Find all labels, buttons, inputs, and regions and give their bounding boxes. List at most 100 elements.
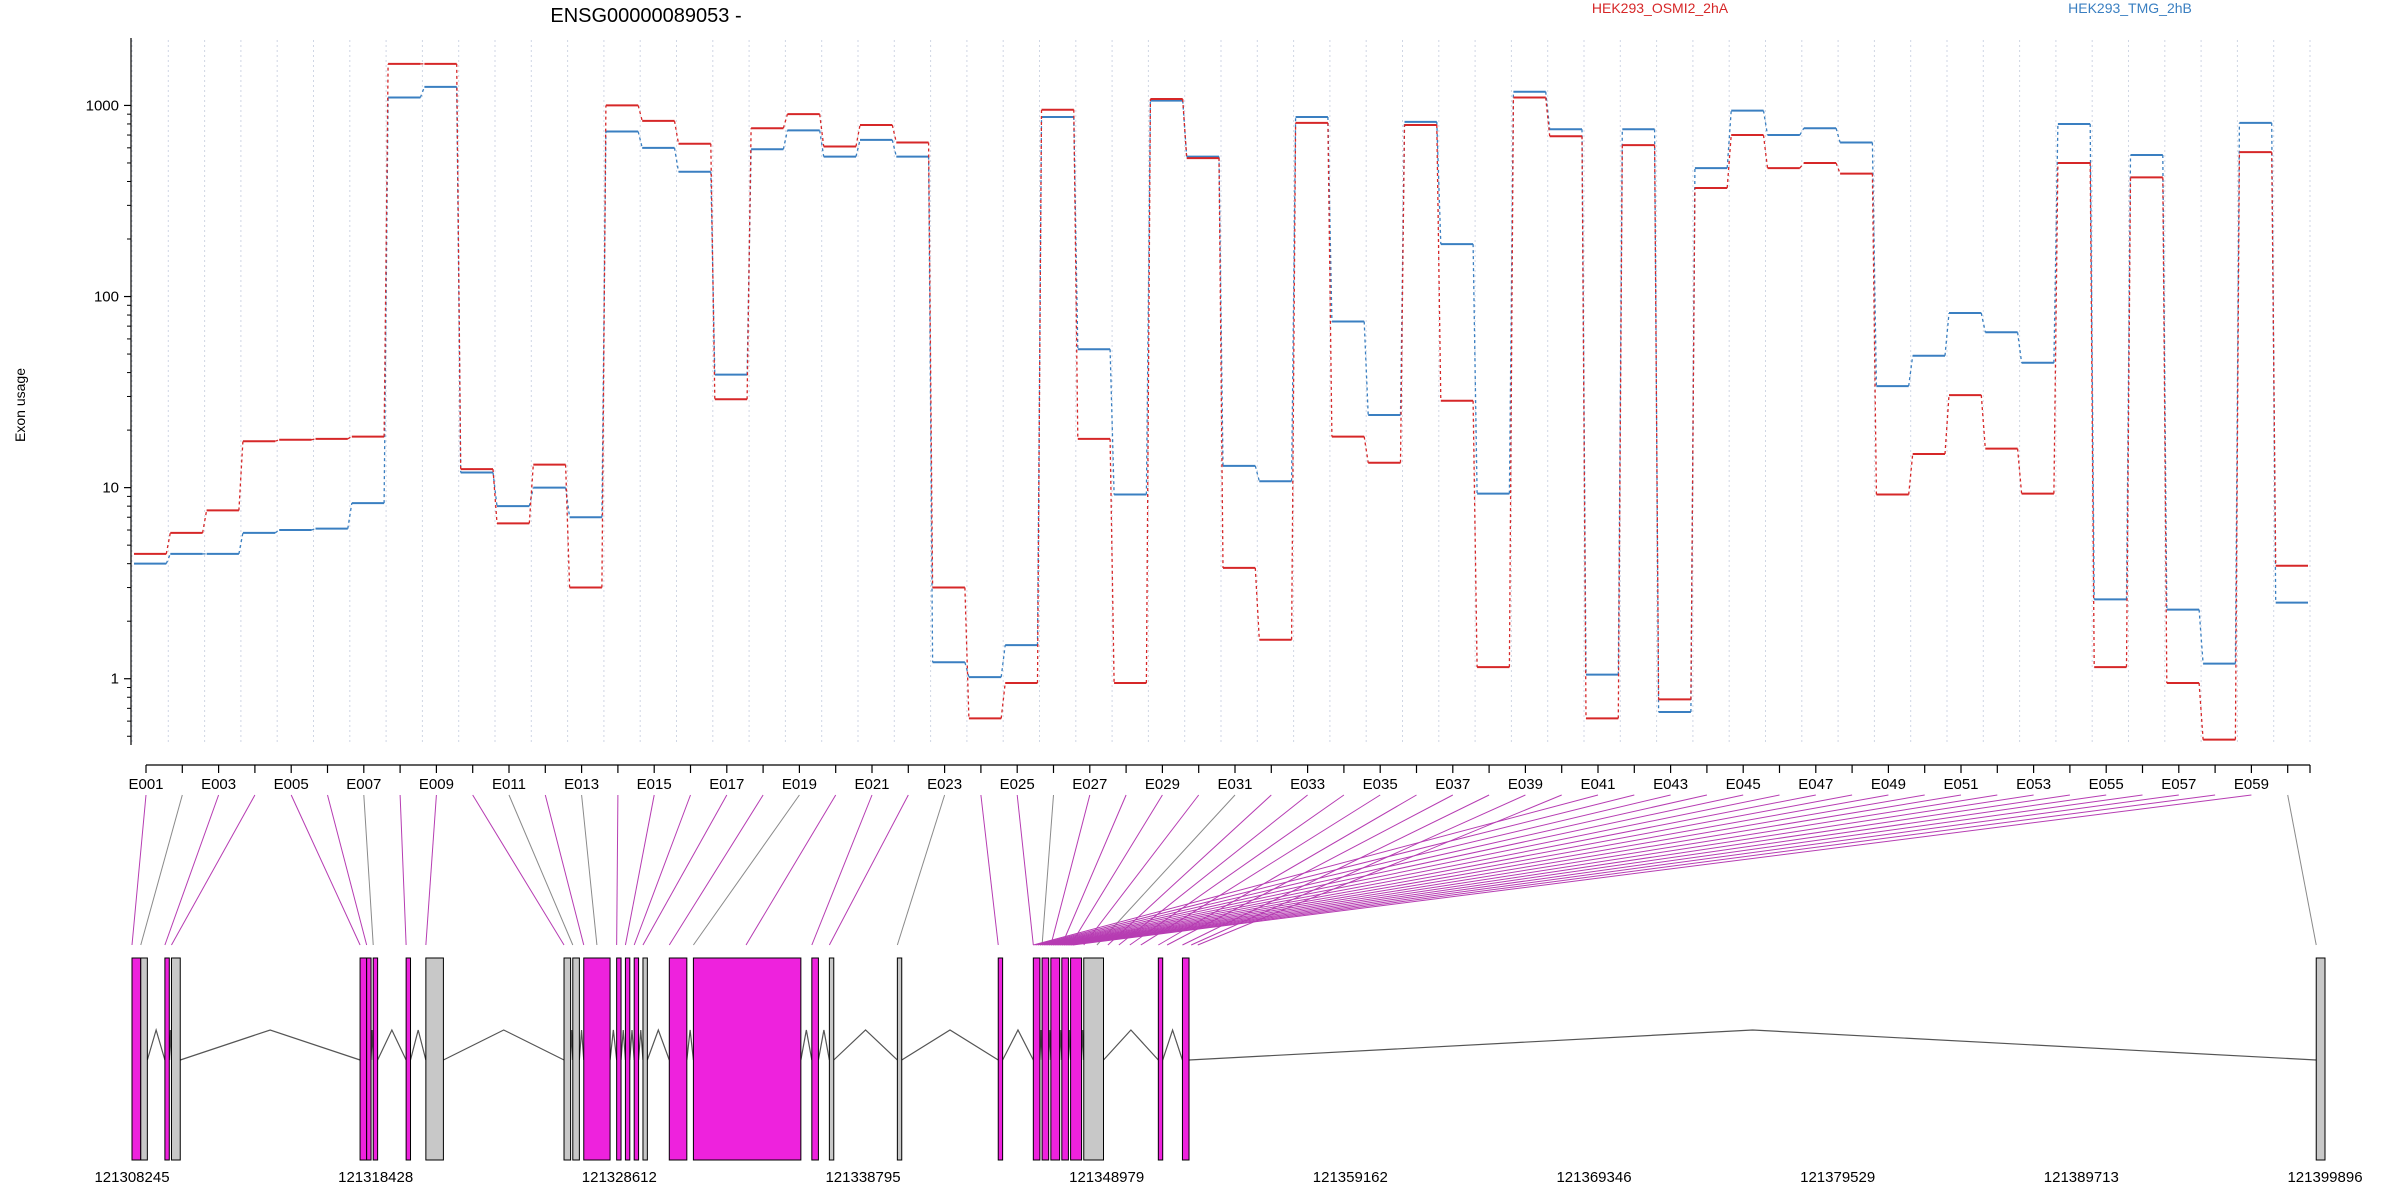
exon-block <box>359 957 368 1161</box>
intron <box>1002 1028 1034 1061</box>
data-connector <box>891 124 897 143</box>
connector-line <box>633 794 691 946</box>
connector-line <box>668 794 764 946</box>
genomic-label: 121389713 <box>2044 1169 2119 1186</box>
connector-line <box>1048 794 1853 946</box>
data-connector <box>347 502 353 529</box>
connector-line <box>1046 794 1816 946</box>
data-connector <box>456 86 462 473</box>
exon-label: E057 <box>2161 776 2196 793</box>
exon-label: E033 <box>1290 776 1325 793</box>
data-connector <box>1109 349 1115 495</box>
data-connector <box>1581 136 1587 719</box>
connector-line <box>980 794 999 946</box>
data-connector <box>1436 121 1442 245</box>
exon-label: E031 <box>1217 776 1252 793</box>
data-connector <box>1073 116 1079 350</box>
intron <box>646 1028 670 1061</box>
genomic-label: 121338795 <box>825 1169 900 1186</box>
data-connector <box>891 139 897 157</box>
exon-label: E047 <box>1798 776 1833 793</box>
series-osmi2 <box>134 62 2308 741</box>
connector-line <box>692 794 800 946</box>
data-connector <box>964 587 970 719</box>
exon-label: E045 <box>1726 776 1761 793</box>
data-connector <box>274 529 280 534</box>
data-connector <box>1363 436 1369 463</box>
exon-block <box>164 957 170 1161</box>
exon-block <box>131 957 142 1161</box>
exon-connectors <box>131 794 2317 946</box>
intron <box>1103 1029 1159 1061</box>
connector-line <box>1052 794 1925 946</box>
intron <box>146 1027 166 1061</box>
exon-label: E005 <box>274 776 309 793</box>
connector-line <box>1055 794 1962 946</box>
connector-line <box>1044 794 1780 946</box>
data-connector <box>1726 134 1732 189</box>
data-connector <box>2234 122 2241 664</box>
exon-block <box>1041 957 1050 1161</box>
intron <box>686 1029 695 1061</box>
data-connector <box>782 114 789 129</box>
data-connector <box>710 143 716 400</box>
exon-label: E009 <box>419 776 454 793</box>
intron <box>1162 1028 1184 1061</box>
data-connector <box>1290 116 1297 482</box>
exon-label: E049 <box>1871 776 1906 793</box>
exon-label: E025 <box>1000 776 1035 793</box>
exon-block <box>366 957 372 1161</box>
data-connector <box>1545 91 1551 130</box>
data-connector <box>311 438 316 441</box>
data-connector <box>1254 465 1260 482</box>
y-tick-label: 10 <box>102 480 119 497</box>
series-lines <box>134 62 2308 741</box>
connector-line <box>1070 794 1163 946</box>
intron <box>578 1029 585 1061</box>
data-connector <box>1835 128 1841 143</box>
exon-label: E011 <box>492 776 526 793</box>
exon-label: E055 <box>2089 776 2124 793</box>
data-connector <box>1762 110 1769 136</box>
data-connector <box>564 487 571 518</box>
exon-block <box>616 957 622 1161</box>
gene-model <box>131 957 2326 1161</box>
data-connector <box>1908 355 1914 387</box>
exon-block <box>372 957 379 1161</box>
intron <box>1188 1029 2317 1061</box>
data-connector <box>1908 453 1914 495</box>
data-connector <box>710 171 716 375</box>
exon-block <box>1070 957 1083 1161</box>
exon-block <box>668 957 688 1161</box>
exon-label: E013 <box>564 776 599 793</box>
exon-block <box>692 957 802 1161</box>
exon-block <box>1050 957 1061 1161</box>
intron <box>409 1029 427 1061</box>
data-connector <box>2089 162 2095 668</box>
data-connector <box>1399 124 1406 463</box>
data-connector <box>1182 99 1188 159</box>
connector-line <box>1050 794 1091 946</box>
intron <box>817 1029 830 1061</box>
data-connector <box>855 124 861 147</box>
data-connector <box>1145 99 1152 683</box>
connector-line <box>624 794 655 946</box>
connector-line <box>508 794 574 946</box>
exon-label: E051 <box>1943 776 1978 793</box>
exon-block <box>170 957 181 1161</box>
exon-label: E019 <box>782 776 817 793</box>
connector-line <box>363 794 374 946</box>
connector-line <box>1083 794 1200 946</box>
connector-line <box>745 794 837 946</box>
data-connector <box>673 120 680 144</box>
connector-line <box>1016 794 1034 946</box>
connector-line <box>1050 794 1889 946</box>
exon-block <box>572 957 580 1161</box>
data-connector <box>201 510 208 533</box>
exon-block <box>563 957 572 1161</box>
data-connector <box>2162 177 2168 683</box>
exon-block <box>811 957 819 1161</box>
exon-label: E023 <box>927 776 962 793</box>
data-connector <box>1871 142 1878 387</box>
intron <box>180 1029 361 1061</box>
